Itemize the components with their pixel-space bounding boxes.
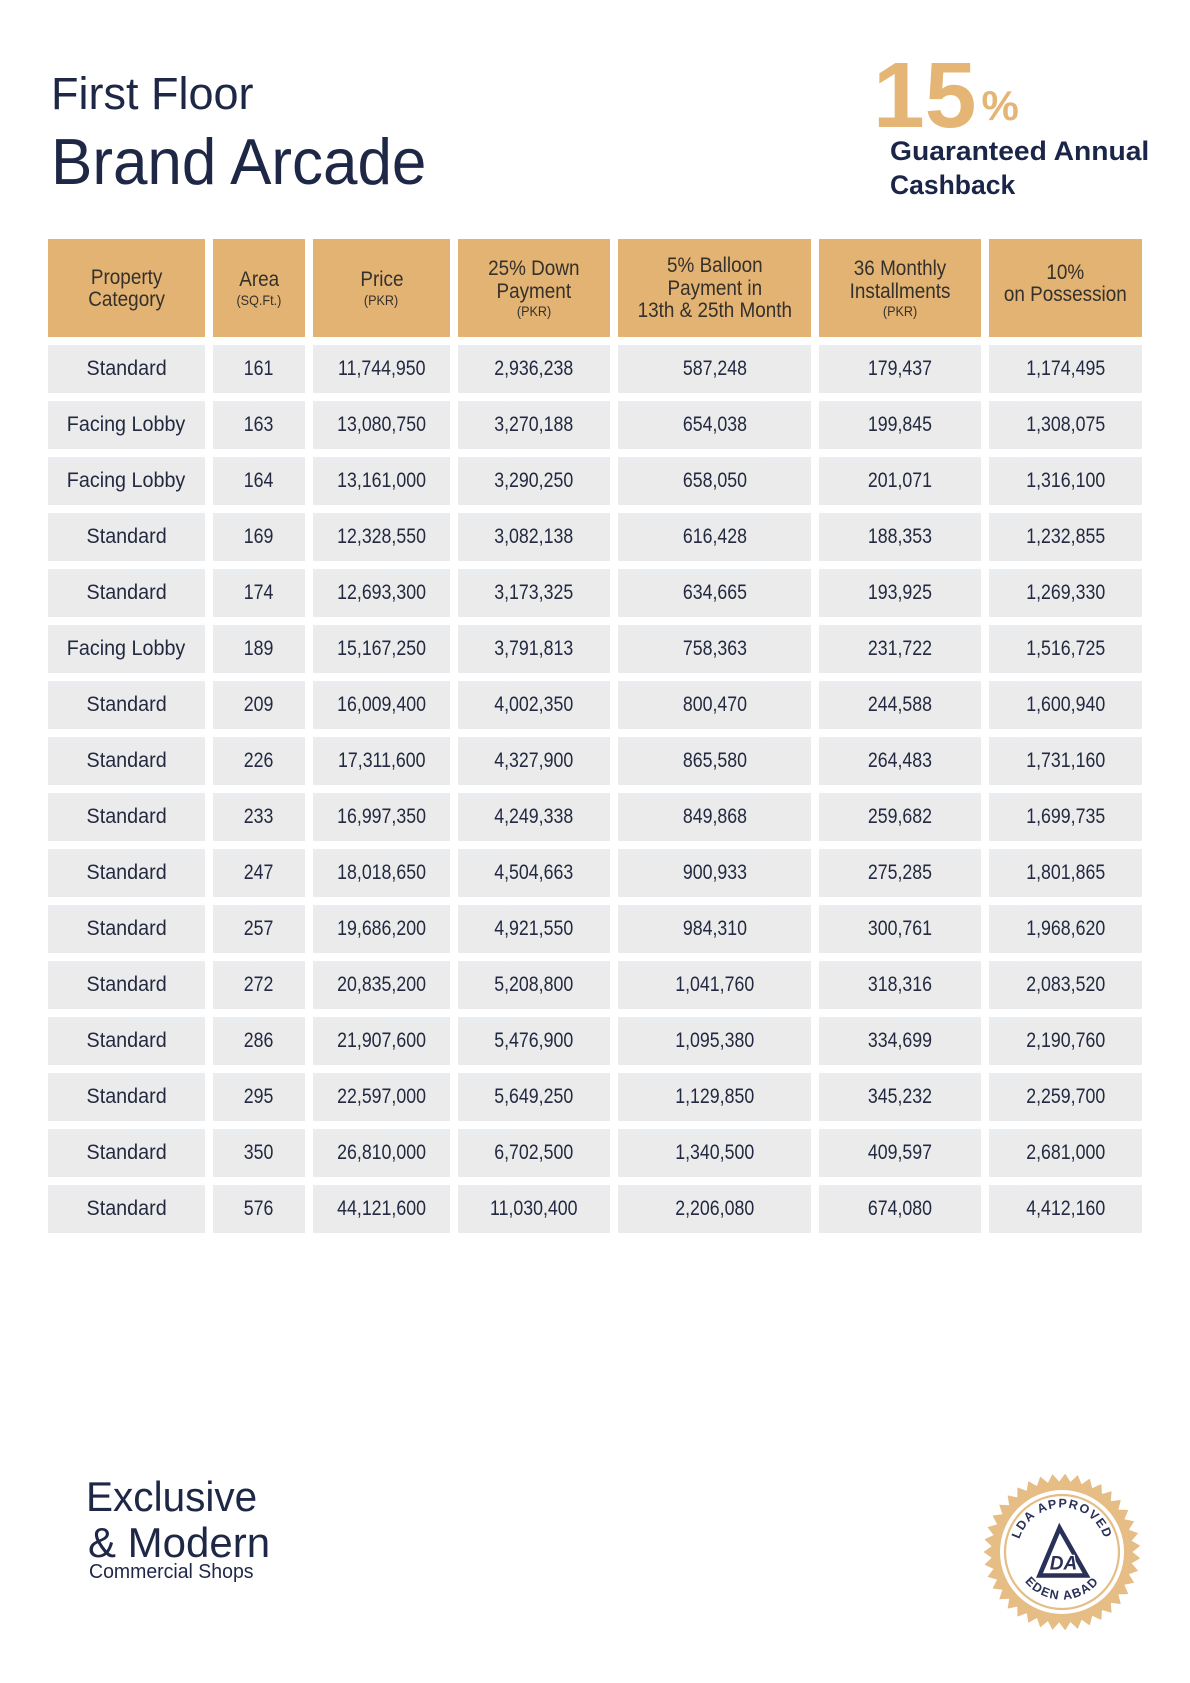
svg-text:DA: DA bbox=[1050, 1554, 1077, 1575]
